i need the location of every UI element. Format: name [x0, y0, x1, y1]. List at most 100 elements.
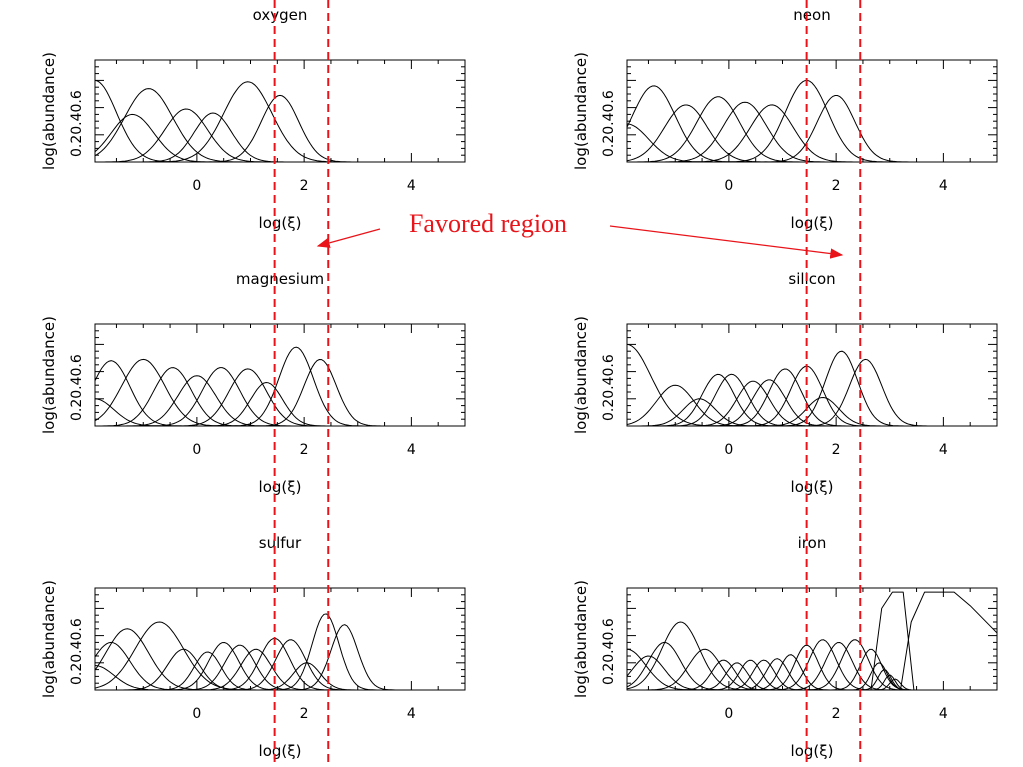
- x-axis-label: log(ξ): [791, 478, 834, 496]
- curves: [627, 591, 997, 690]
- chart-title: sulfur: [259, 534, 302, 552]
- arrow-right: [609, 225, 844, 259]
- series-curve-4: [95, 108, 465, 162]
- series-curve-4: [95, 367, 465, 426]
- chart-title: silicon: [788, 270, 835, 288]
- series-curve-5: [95, 112, 465, 162]
- series-curve-3: [95, 88, 465, 162]
- series-curve-3: [627, 104, 997, 162]
- y-axis-label: log(abundance): [40, 580, 58, 698]
- x-tick-label: 2: [300, 442, 309, 458]
- panel-silicon: 0 2 4 0.20.40.6 log(ξ) log(abundance) silicon: [572, 270, 998, 496]
- series-curve-5: [627, 101, 997, 162]
- panel-oxygen: 0 2 4 0.20.40.6 log(ξ) log(abundance) oxygen: [40, 6, 466, 232]
- x-tick-label: 0: [724, 706, 733, 722]
- x-tick-label: 0: [724, 442, 733, 458]
- series-curve-2: [95, 641, 465, 690]
- series-curve-12: [95, 662, 465, 690]
- curves: [95, 346, 465, 426]
- x-tick-label: 2: [832, 442, 841, 458]
- series-curve-5: [627, 373, 997, 426]
- panel-iron: 0 2 4 0.20.40.6 log(ξ) log(abundance) iron: [572, 534, 998, 760]
- x-tick-label: 4: [407, 442, 416, 458]
- series-curve-3: [95, 628, 465, 690]
- series-curve-1: [627, 343, 997, 426]
- series-curve-13: [627, 639, 997, 690]
- series-curve-4: [627, 96, 997, 162]
- panel-neon: 0 2 4 0.20.40.6 log(ξ) log(abundance) neon: [572, 6, 998, 232]
- series-curve-7: [95, 368, 465, 426]
- y-axis-label: log(abundance): [40, 316, 58, 434]
- y-tick-labels: 0.20.40.6: [601, 354, 617, 421]
- series-curve-9: [627, 365, 997, 426]
- x-tick-label: 2: [832, 178, 841, 194]
- chart-title: magnesium: [236, 270, 324, 288]
- series-curve-18: [627, 669, 997, 690]
- panel-magnesium: 0 2 4 0.20.40.6 log(ξ) log(abundance) magnesiu…: [40, 270, 466, 496]
- series-curve-3: [627, 641, 997, 690]
- series-curve-10: [627, 396, 997, 426]
- x-tick-label: 0: [192, 706, 201, 722]
- series-curve-12: [627, 644, 997, 690]
- series-curve-11: [95, 639, 465, 690]
- series-curve-19: [627, 674, 997, 690]
- series-curve-2: [627, 384, 997, 426]
- x-tick-label: 4: [407, 706, 416, 722]
- x-tick-label: 4: [939, 706, 948, 722]
- x-tick-label: 0: [724, 178, 733, 194]
- series-curve-6: [95, 81, 465, 162]
- x-axis-label: log(ξ): [791, 742, 834, 760]
- series-curve-9: [95, 346, 465, 426]
- plateau-curve-2: [900, 591, 997, 690]
- series-curve-7: [95, 94, 465, 162]
- favored-region-arrows: [316, 225, 844, 259]
- series-curve-5: [627, 648, 997, 690]
- series-curve-2: [95, 360, 465, 426]
- series-curve-5: [95, 648, 465, 690]
- series-curve-7: [95, 641, 465, 690]
- series-curve-5: [95, 375, 465, 426]
- series-curve-11: [627, 350, 997, 426]
- plot-frame: [626, 59, 998, 163]
- series-curve-2: [627, 85, 997, 162]
- series-curve-10: [95, 637, 465, 690]
- y-axis-label: log(abundance): [572, 316, 590, 434]
- x-tick-label: 2: [832, 706, 841, 722]
- x-tick-label: 0: [192, 442, 201, 458]
- series-curve-9: [95, 648, 465, 690]
- chart-title: iron: [798, 534, 827, 552]
- x-axis-label: log(ξ): [259, 214, 302, 232]
- curves: [95, 79, 465, 162]
- x-tick-label: 2: [300, 706, 309, 722]
- series-curve-8: [627, 368, 997, 426]
- y-tick-labels: 0.20.40.6: [69, 90, 85, 157]
- series-curve-1: [95, 79, 465, 162]
- y-axis-label: log(abundance): [572, 52, 590, 170]
- favored-region-label: Favored region: [409, 209, 567, 238]
- y-tick-labels: 0.20.40.6: [69, 354, 85, 421]
- series-curve-3: [95, 358, 465, 426]
- curves: [95, 613, 465, 690]
- y-axis-label: log(abundance): [572, 580, 590, 698]
- series-curve-2: [95, 113, 465, 162]
- chart-title: oxygen: [253, 6, 308, 24]
- series-curve-4: [627, 373, 997, 426]
- x-axis-label: log(ξ): [259, 742, 302, 760]
- y-tick-labels: 0.20.40.6: [69, 618, 85, 685]
- series-curve-4: [627, 621, 997, 690]
- curves: [627, 79, 997, 162]
- series-curve-8: [627, 95, 997, 162]
- series-curve-4: [95, 621, 465, 690]
- x-tick-label: 0: [192, 178, 201, 194]
- series-curve-8: [95, 644, 465, 690]
- series-curve-1: [627, 123, 997, 162]
- series-curve-6: [627, 104, 997, 162]
- arrow-left: [316, 228, 381, 248]
- series-curve-2: [627, 655, 997, 690]
- series-curve-12: [627, 358, 997, 426]
- series-curve-7: [627, 379, 997, 426]
- chart-title: neon: [793, 6, 830, 24]
- plot-frame: [94, 587, 466, 691]
- series-curve-14: [627, 641, 997, 690]
